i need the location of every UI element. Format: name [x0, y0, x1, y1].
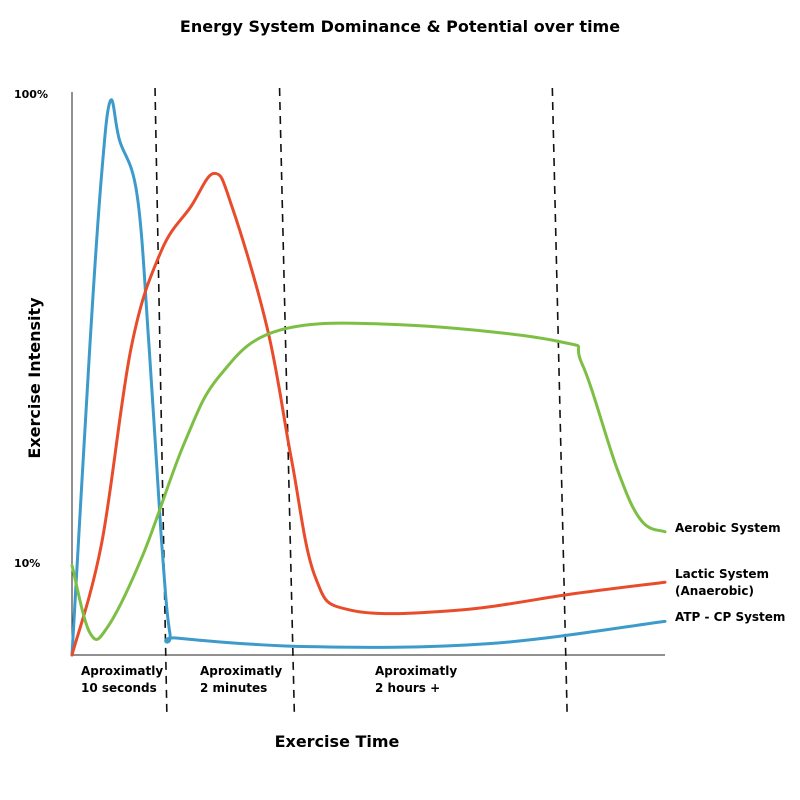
y-tick-100: 100% — [14, 88, 48, 101]
phase-divider-1 — [154, 87, 168, 716]
y-tick-10: 10% — [14, 557, 40, 570]
phase-dividers — [154, 87, 568, 716]
phase-divider-2 — [278, 87, 296, 716]
legend-atp-cp-system: ATP - CP System — [675, 610, 785, 624]
y-axis-title: Exercise Intensity — [25, 297, 44, 459]
x-axis-title: Exercise Time — [275, 732, 400, 751]
series-line-atp-cp-system — [70, 98, 667, 657]
phase-label-10-seconds: Aproximatly 10 seconds — [81, 664, 167, 695]
phase-divider-3 — [551, 87, 568, 716]
series-line-lactic-system — [70, 171, 667, 657]
chart-title: Energy System Dominance & Potential over… — [180, 17, 620, 36]
legend-aerobic-system: Aerobic System — [675, 521, 781, 535]
series-line-aerobic-system — [70, 321, 667, 641]
phase-label-2-hours: Aproximatly 2 hours + — [375, 664, 461, 695]
phase-label-2-minutes: Aproximatly 2 minutes — [200, 664, 286, 695]
series-curves — [70, 98, 667, 657]
legend-lactic-system: Lactic System (Anaerobic) — [675, 567, 773, 598]
